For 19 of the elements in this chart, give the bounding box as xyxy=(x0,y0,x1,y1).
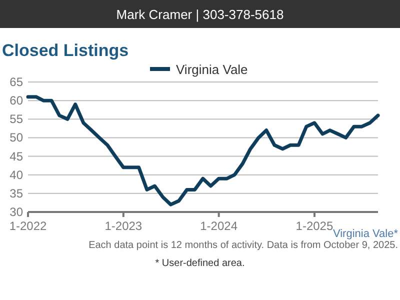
y-tick-label: 45 xyxy=(10,149,24,164)
x-tick-label: 1-2023 xyxy=(104,219,142,233)
text: Each data point is 12 months of activity. Data is from October 9, 2025. xyxy=(88,240,398,251)
y-tick-label: 60 xyxy=(10,94,24,108)
text: * User-defined area. xyxy=(155,258,245,269)
y-tick-label: 50 xyxy=(10,130,24,145)
x-tick-label: 1-2025 xyxy=(296,219,334,233)
x-tick-label: 1-2024 xyxy=(200,219,238,233)
chart-subtitle: Mark Cramer | 303-378-5618 xyxy=(116,7,284,22)
y-tick-label: 65 xyxy=(10,75,24,89)
chart-title: Closed Listings xyxy=(2,41,129,60)
text: Virginia Vale* xyxy=(332,228,399,240)
y-tick-label: 35 xyxy=(10,186,24,200)
x-tick-label: 1-2022 xyxy=(9,219,48,233)
line-series xyxy=(26,95,380,206)
y-tick-label: 30 xyxy=(10,205,24,219)
y-tick-label: 40 xyxy=(10,168,24,182)
legend-label: Virginia Vale xyxy=(176,62,248,77)
y-tick-label: 55 xyxy=(10,112,24,126)
